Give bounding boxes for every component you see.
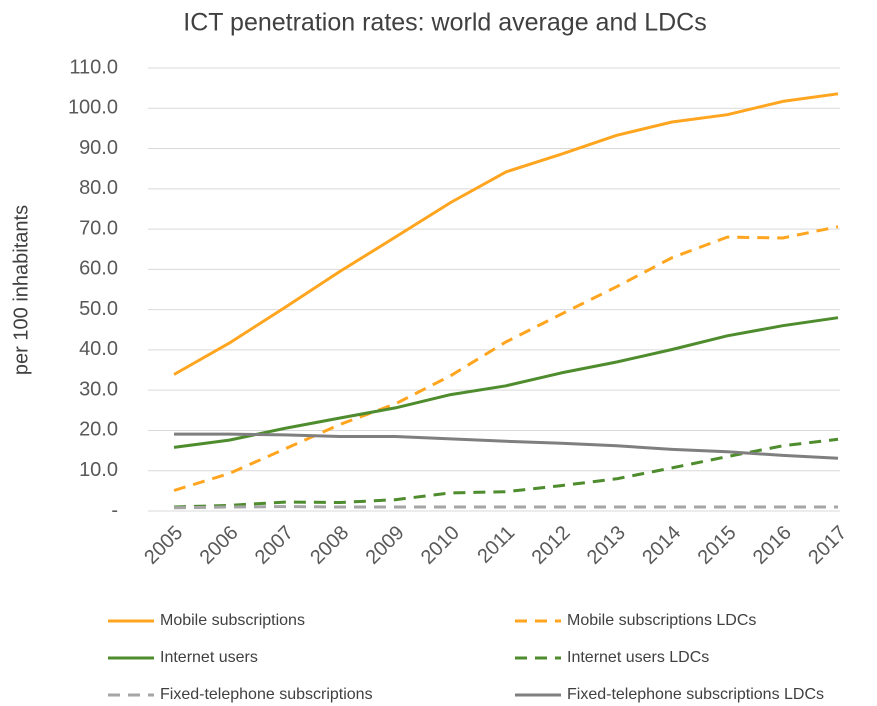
y-tick-label: 110.0	[69, 56, 118, 78]
x-tick-label: 2014	[638, 522, 685, 569]
series-line	[173, 225, 839, 492]
series-line	[174, 432, 839, 460]
y-tick-label: 70.0	[79, 217, 118, 239]
x-tick-label: 2017	[804, 522, 851, 569]
y-tick-label: 20.0	[79, 419, 118, 441]
legend-label: Mobile subscriptions	[160, 612, 305, 629]
y-tick-label: 10.0	[79, 459, 118, 481]
x-tick-label: 2015	[694, 522, 741, 569]
x-tick-label: 2011	[473, 522, 519, 568]
y-tick-label: 80.0	[79, 177, 118, 199]
x-tick-label: 2016	[749, 522, 796, 569]
y-tick-label: 40.0	[79, 338, 118, 360]
x-tick-label: 2006	[196, 522, 243, 569]
legend-label: Fixed-telephone subscriptions LDCs	[567, 686, 824, 703]
x-tick-label: 2013	[583, 522, 630, 569]
y-tick-label: 100.0	[68, 97, 118, 119]
x-tick-label: 2012	[528, 522, 575, 569]
y-tick-label: 60.0	[79, 258, 118, 280]
x-tick-label: 2009	[362, 522, 409, 569]
legend-label: Mobile subscriptions LDCs	[567, 612, 756, 629]
y-axis-label: per 100 inhabitants	[10, 205, 32, 375]
y-tick-label: 50.0	[79, 298, 118, 320]
legend-label: Internet users LDCs	[567, 649, 709, 666]
x-tick-label: 2007	[251, 522, 298, 569]
y-tick-label: 90.0	[79, 137, 118, 159]
series-line	[173, 316, 839, 449]
x-tick-label: 2005	[140, 522, 187, 569]
series-line	[173, 505, 838, 510]
y-tick-label: -	[111, 499, 118, 521]
y-tick-label: 30.0	[79, 378, 118, 400]
legend-label: Internet users	[160, 649, 258, 666]
series-line	[173, 92, 839, 376]
series-line	[173, 437, 839, 509]
x-tick-label: 2008	[306, 522, 353, 569]
x-tick-label: 2010	[417, 522, 464, 569]
legend-label: Fixed-telephone subscriptions	[160, 686, 373, 703]
chart-title: ICT penetration rates: world average and…	[183, 9, 706, 37]
